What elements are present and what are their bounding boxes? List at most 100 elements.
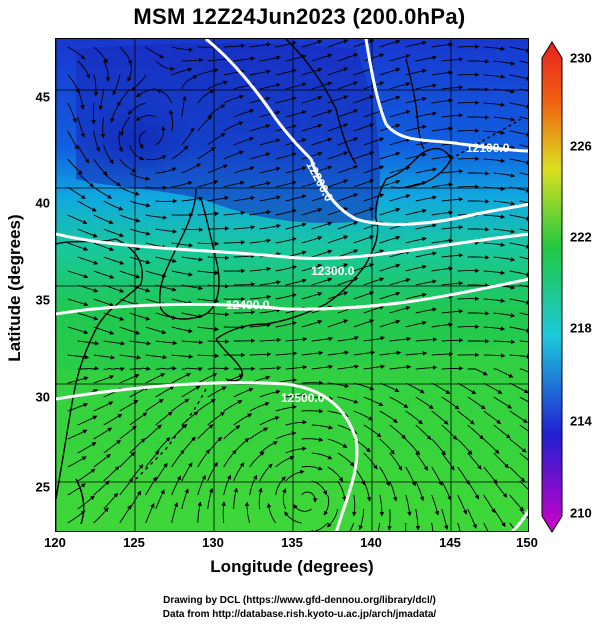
wind-streamline [431,182,454,188]
wind-streamline [363,53,385,62]
footer-credit: Drawing by DCL (https://www.gfd-dennou.o… [163,595,436,606]
wind-streamline [67,456,87,468]
wind-streamline [197,270,220,275]
wind-streamline [112,74,121,96]
wind-streamline [93,242,115,251]
wind-streamline [327,350,350,356]
wind-streamline [363,305,385,314]
contour-label: 12400.0 [226,298,270,312]
wind-streamline [301,437,324,442]
wind-streamline [171,270,193,277]
wind-streamline [155,385,175,398]
wind-streamline [93,507,109,524]
wind-streamline [363,193,385,202]
contour-label: 12100.0 [466,141,510,155]
wind-streamline [405,382,425,394]
wind-streamline [327,151,349,160]
wind-streamline [405,494,412,517]
wind-streamline [155,489,165,510]
wind-streamline [119,186,140,196]
wind-streamline [483,130,506,135]
wind-streamline [145,502,155,524]
wind-streamline [171,326,193,334]
wind-streamline [181,488,189,510]
wind-streamline [155,462,168,482]
wind-streamline [405,410,423,425]
wind-streamline [467,255,490,260]
wind-streamline [327,319,349,328]
wind-streamline [171,46,194,52]
wind-streamline [171,242,194,248]
wind-streamline [103,492,119,510]
wind-streamline [467,508,477,529]
wind-streamline [67,483,86,496]
wind-streamline [431,410,449,425]
wind-streamline [349,522,355,531]
wind-streamline [223,449,237,468]
wind-streamline [519,312,528,316]
wind-streamline [275,476,286,496]
wind-streamline [327,95,349,104]
wind-streamline [293,504,312,512]
wind-streamline [483,353,506,358]
wind-streamline [389,306,411,314]
wind-streamline [353,39,375,48]
wind-streamline [233,225,256,230]
wind-streamline [431,322,454,328]
footer-source: Data from http://database.rish.kyoto-u.a… [162,609,437,620]
wind-streamline [145,46,165,59]
wind-streamline [363,480,372,502]
wind-streamline [145,214,168,220]
wind-streamline [405,208,427,216]
wind-streamline [197,241,220,247]
wind-streamline [441,57,464,62]
wind-streamline [259,138,281,146]
wind-streamline [207,80,228,90]
wind-streamline [389,110,411,118]
wind-streamline [363,364,386,370]
wind-streamline [405,236,427,244]
wind-streamline [207,164,228,174]
wind-streamline [387,508,392,531]
wind-streamline [301,491,318,503]
wind-streamline [181,127,195,146]
wind-streamline [483,242,506,247]
wind-streamline [155,198,178,204]
wind-streamline [415,480,425,502]
wind-streamline [379,207,401,216]
wind-streamline [119,326,141,335]
wind-streamline [389,480,398,502]
wind-streamline [259,337,282,343]
wind-streamline [171,398,190,412]
wind-streamline [145,398,164,412]
wind-streamline [301,292,323,300]
wind-streamline [441,225,464,230]
wind-streamline [207,312,230,317]
wind-streamline [197,501,202,524]
wind-streamline [326,508,339,528]
wind-streamline [379,291,401,300]
wind-streamline [405,292,427,300]
wind-streamline [249,294,272,300]
wind-streamline [135,115,156,121]
wind-streamline [93,130,100,152]
wind-streamline [337,336,359,342]
wind-streamline [155,411,173,426]
wind-streamline [415,55,437,62]
wind-streamline [415,83,437,90]
wind-streamline [363,396,384,407]
wind-streamline [249,96,271,104]
wind-streamline [353,123,375,132]
wind-streamline [207,195,230,202]
wind-streamline [77,495,95,510]
wind-streamline [353,95,375,104]
wind-streamline [337,137,359,146]
wind-streamline [67,510,86,524]
wind-streamline [223,425,241,440]
wind-streamline [223,400,243,412]
wind-streamline [119,477,134,496]
wind-streamline [519,480,528,490]
wind-streamline [493,339,516,345]
wind-streamline [483,102,506,107]
wind-streamline [441,480,452,501]
